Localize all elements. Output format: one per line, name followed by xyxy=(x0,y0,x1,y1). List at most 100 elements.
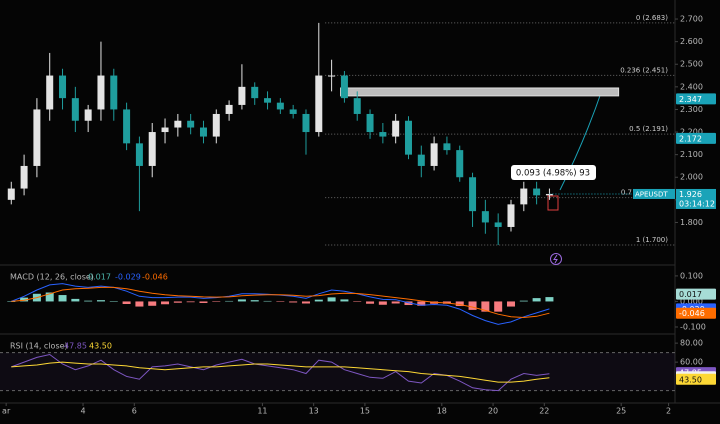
histogram-bar xyxy=(404,301,413,306)
candle-body xyxy=(110,75,118,110)
marker-box xyxy=(547,195,559,211)
histogram-bar xyxy=(327,297,336,302)
histogram-bar xyxy=(481,301,490,312)
rsi-ma-line xyxy=(11,361,550,383)
candle-body xyxy=(199,127,207,137)
candle-body xyxy=(533,188,541,196)
last-price: 1.926 xyxy=(679,190,702,199)
candle-body xyxy=(59,75,67,99)
histogram-bar xyxy=(468,301,477,310)
histogram-bar xyxy=(45,292,54,302)
candle-body xyxy=(430,143,438,166)
candle-body xyxy=(238,86,246,105)
fib-label: 0 (2.683) xyxy=(636,14,668,22)
y-tick-label: -0.100 xyxy=(680,322,706,331)
histogram-bar xyxy=(109,301,118,302)
histogram-bar xyxy=(391,301,400,304)
candle-body xyxy=(392,120,400,137)
price-label: 2.172 xyxy=(679,134,702,143)
y-tick-label: 2.100 xyxy=(680,150,703,159)
candle-body xyxy=(135,143,143,166)
y-tick-label: 0.000 xyxy=(680,297,703,306)
histogram-bar xyxy=(263,300,272,302)
x-tick-label: 20 xyxy=(488,407,498,416)
y-tick-label: 0.100 xyxy=(680,271,703,280)
candle-body xyxy=(379,132,387,137)
fib-label: 0.5 (2.191) xyxy=(629,125,668,133)
histogram-bar xyxy=(378,301,387,305)
candle-body xyxy=(456,150,464,178)
fib-label: 0.7 xyxy=(621,189,632,197)
histogram-bar xyxy=(276,301,285,302)
histogram-bar xyxy=(532,298,541,302)
candle-body xyxy=(289,109,297,114)
histogram-bar xyxy=(58,295,67,302)
candle-body xyxy=(481,211,489,223)
histogram-bar xyxy=(173,301,182,303)
candle-body xyxy=(251,86,259,99)
candle-body xyxy=(225,104,233,114)
histogram-bar xyxy=(96,300,105,302)
y-tick-label: 2.300 xyxy=(680,105,703,114)
candle-body xyxy=(148,132,156,166)
y-tick-label: 2.500 xyxy=(680,60,703,69)
histogram-bar xyxy=(366,301,375,304)
x-tick-label: 25 xyxy=(616,407,626,416)
legend-value: 0.017 xyxy=(88,273,111,282)
candle-body xyxy=(494,222,502,227)
candle-body xyxy=(302,113,310,133)
histogram-bar xyxy=(84,300,93,302)
y-tick-label: 2.400 xyxy=(680,82,703,91)
histogram-bar xyxy=(545,297,554,302)
histogram-bar xyxy=(314,299,323,302)
histogram-bar xyxy=(148,301,157,306)
histogram-bar xyxy=(353,301,362,302)
histogram-bar xyxy=(455,301,464,307)
candle-body xyxy=(328,75,336,77)
countdown: 03:14:12 xyxy=(679,199,715,208)
candle-body xyxy=(71,98,79,121)
candle-body xyxy=(123,109,131,144)
y-tick-label: 2.000 xyxy=(680,173,703,182)
histogram-bar xyxy=(161,301,170,305)
candle-body xyxy=(315,75,323,133)
candle-body xyxy=(33,109,41,166)
legend-value: -0.029 xyxy=(115,273,141,282)
symbol-tag: APEUSDT xyxy=(635,190,668,198)
measure-bg xyxy=(511,165,596,180)
histogram-bar xyxy=(7,301,16,302)
histogram-bar xyxy=(301,301,310,304)
y-tick-label: 2.600 xyxy=(680,37,703,46)
candle-body xyxy=(187,120,195,128)
histogram-bar xyxy=(250,300,259,302)
candle-body xyxy=(353,98,361,114)
x-tick-label: ar xyxy=(2,407,11,416)
candle-body xyxy=(340,75,348,99)
candle-body xyxy=(97,75,105,110)
price-label: 2.347 xyxy=(679,95,702,104)
candle-body xyxy=(46,75,54,110)
macd-axis-label: 0.017 xyxy=(679,290,702,299)
pane-title: MACD (12, 26, close) xyxy=(10,273,94,282)
histogram-bar xyxy=(212,301,221,302)
y-tick-label: 1.800 xyxy=(680,218,703,227)
fib-label: 0.236 (2.451) xyxy=(620,66,668,74)
histogram-bar xyxy=(494,301,503,312)
histogram-bar xyxy=(71,298,80,302)
candle-body xyxy=(545,193,553,196)
candle-body xyxy=(417,154,425,166)
symbol-tag-bg xyxy=(633,188,675,199)
candle-body xyxy=(404,120,412,155)
histogram-bar xyxy=(289,301,298,303)
x-tick-label: 22 xyxy=(539,407,549,416)
histogram-bar xyxy=(340,299,349,302)
y-tick-label: 2.200 xyxy=(680,128,703,137)
replay-icon[interactable] xyxy=(550,253,562,265)
measure-label: 0.093 (4.98%) 93 xyxy=(516,169,590,179)
candle-body xyxy=(264,98,272,103)
histogram-bar xyxy=(20,297,29,302)
rsi-band xyxy=(0,352,675,391)
histogram-bar xyxy=(506,301,515,307)
